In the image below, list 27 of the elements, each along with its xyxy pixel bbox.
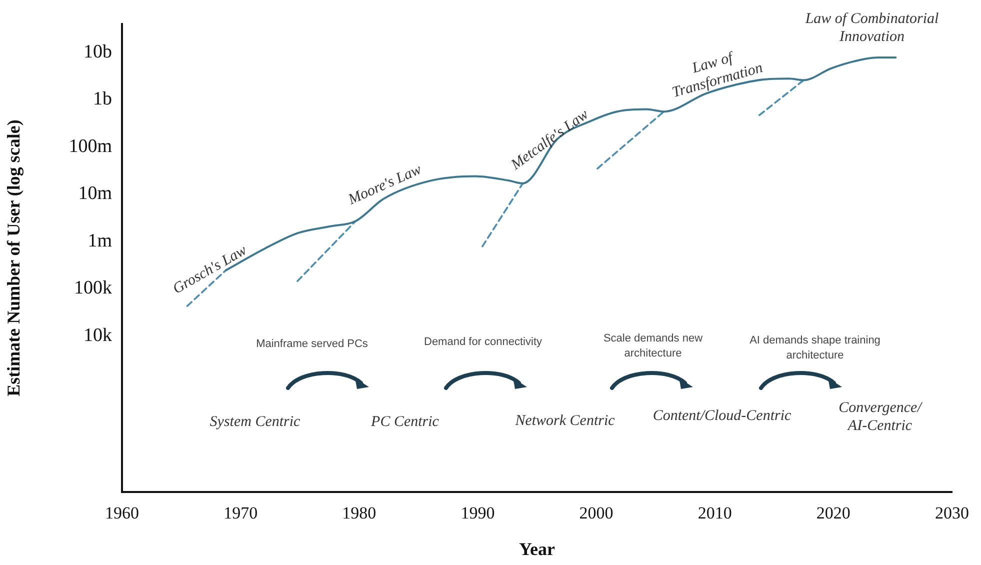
- x-tick-label: 2030: [935, 504, 969, 523]
- annotation: Network Centric: [514, 412, 616, 429]
- x-tick-label: 2010: [698, 504, 732, 523]
- y-axis-title: Estimate Number of User (log scale): [3, 120, 24, 396]
- y-tick-label: 100m: [68, 136, 112, 157]
- annotation: Mainframe served PCs: [256, 338, 368, 350]
- x-tick-label: 1980: [342, 504, 376, 523]
- annotation: PC Centric: [370, 414, 440, 430]
- annotation: System Centric: [210, 414, 301, 430]
- x-tick-label: 2000: [579, 504, 614, 523]
- y-tick-label: 1b: [93, 88, 112, 110]
- annotation: Content/Cloud-Centric: [652, 408, 792, 424]
- x-tick-label: 1990: [460, 504, 495, 523]
- y-tick-label: 10k: [84, 324, 112, 346]
- y-tick-label: 1m: [88, 230, 112, 252]
- annotation: Law of Combinatorial Innovation: [804, 10, 939, 45]
- annotation: Scale demands new architecture: [603, 332, 703, 360]
- y-tick-label: 10m: [78, 183, 112, 204]
- y-tick-label: 100k: [74, 278, 112, 299]
- y-tick-label: 10b: [84, 41, 112, 62]
- x-tick-label: 2020: [816, 504, 850, 523]
- x-tick-label: 1970: [224, 504, 258, 523]
- annotation: Demand for connectivity: [424, 336, 542, 348]
- x-tick-label: 1960: [105, 504, 139, 523]
- annotation: Convergence/ AI-Centric: [838, 400, 924, 434]
- x-axis-title: Year: [519, 538, 555, 559]
- annotation: AI demands shape training architecture: [750, 334, 880, 362]
